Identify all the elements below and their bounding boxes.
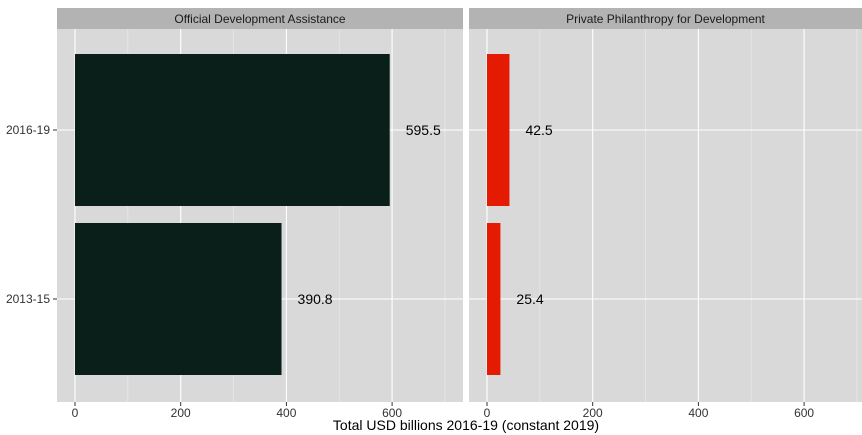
facet-strip [469, 8, 862, 29]
x-tick-label: 600 [382, 406, 402, 420]
x-tick-label: 0 [72, 406, 79, 420]
x-tick-label: 600 [794, 406, 814, 420]
y-axis-categories: 2016-19 2013-15 [6, 123, 57, 306]
panel-background [469, 29, 862, 402]
bar-2013-15 [487, 223, 501, 375]
x-tick-label: 0 [484, 406, 491, 420]
data-label-2016-19: 595.5 [406, 122, 441, 138]
facet-strip-label: Official Development Assistance [174, 12, 346, 26]
x-tick-label: 400 [276, 406, 296, 420]
facet-strip-label: Private Philanthropy for Development [566, 12, 765, 26]
y-tick-label-2016-19: 2016-19 [6, 123, 50, 137]
x-tick-label: 200 [583, 406, 603, 420]
facet-panel-2: Private Philanthropy for Development 42.5… [469, 8, 862, 420]
bar-2013-15 [75, 223, 282, 375]
data-label-2013-15: 390.8 [298, 291, 333, 307]
facet-panels: Official Development Assistance 595.5 390.… [57, 8, 862, 420]
facet-strip [57, 8, 463, 29]
bar-2016-19 [487, 54, 510, 206]
x-axis-title: Total USD billions 2016-19 (constant 201… [333, 417, 599, 433]
data-label-2016-19: 42.5 [525, 122, 552, 138]
bar-2016-19 [75, 54, 390, 206]
x-tick-label: 400 [688, 406, 708, 420]
x-tick-label: 200 [171, 406, 191, 420]
facet-panel-1: Official Development Assistance 595.5 390.… [57, 8, 463, 420]
y-tick-label-2013-15: 2013-15 [6, 292, 50, 306]
data-label-2013-15: 25.4 [516, 291, 543, 307]
